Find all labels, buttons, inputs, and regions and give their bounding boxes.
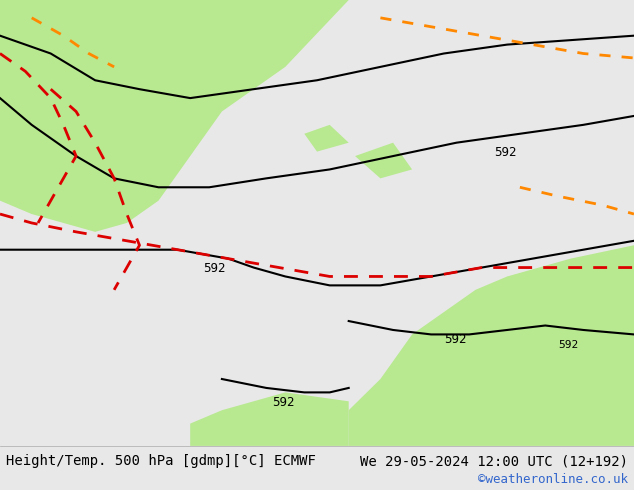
- Text: 592: 592: [495, 146, 517, 159]
- Text: We 29-05-2024 12:00 UTC (12+192): We 29-05-2024 12:00 UTC (12+192): [359, 454, 628, 468]
- Polygon shape: [304, 125, 349, 151]
- Polygon shape: [190, 392, 349, 446]
- Text: 592: 592: [203, 262, 225, 275]
- Polygon shape: [349, 245, 634, 446]
- Polygon shape: [0, 0, 349, 232]
- Text: ©weatheronline.co.uk: ©weatheronline.co.uk: [477, 472, 628, 486]
- Text: 592: 592: [444, 333, 466, 346]
- Text: 592: 592: [273, 396, 295, 409]
- Polygon shape: [355, 143, 412, 178]
- Text: Height/Temp. 500 hPa [gdmp][°C] ECMWF: Height/Temp. 500 hPa [gdmp][°C] ECMWF: [6, 454, 316, 468]
- Text: 592: 592: [558, 340, 578, 350]
